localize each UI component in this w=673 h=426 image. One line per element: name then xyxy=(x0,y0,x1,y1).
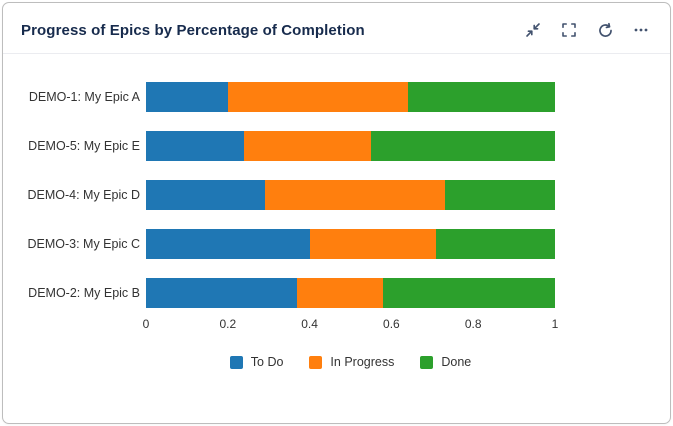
x-tick-label: 0.6 xyxy=(383,317,400,331)
legend-item-to-do[interactable]: To Do xyxy=(229,355,284,369)
page-title: Progress of Epics by Percentage of Compl… xyxy=(21,21,365,39)
bar-category-label: DEMO-2: My Epic B xyxy=(28,286,140,300)
bar-segment-to-do[interactable] xyxy=(146,180,265,210)
bar-segment-done[interactable] xyxy=(407,82,555,112)
x-tick-label: 0.4 xyxy=(301,317,318,331)
collapse-button[interactable] xyxy=(522,19,544,41)
legend: To Do In Progress Done xyxy=(146,355,555,369)
fullscreen-icon xyxy=(561,22,577,38)
x-tick-label: 0 xyxy=(142,317,150,331)
refresh-icon xyxy=(597,22,614,39)
legend-item-done[interactable]: Done xyxy=(420,355,471,369)
bar-segment-done[interactable] xyxy=(436,229,555,259)
stacked-bar-chart: DEMO-1: My Epic A DEMO-5: My Epic E DEMO-4… xyxy=(3,54,670,369)
bar-row: DEMO-2: My Epic B xyxy=(6,278,555,308)
bar-category-label: DEMO-4: My Epic D xyxy=(27,188,140,202)
legend-item-in-progress[interactable]: In Progress xyxy=(309,355,394,369)
bar-segment-in-progress[interactable] xyxy=(309,229,437,259)
bar-segment-done[interactable] xyxy=(444,180,555,210)
bar-row: DEMO-3: My Epic C xyxy=(6,229,555,259)
bar-category-label: DEMO-1: My Epic A xyxy=(28,90,140,104)
x-tick-label: 0.8 xyxy=(464,317,482,331)
bar-segment-done[interactable] xyxy=(383,278,555,308)
bar-segment-to-do[interactable] xyxy=(146,278,298,308)
bar-segment-in-progress[interactable] xyxy=(227,82,408,112)
plot-rows: DEMO-1: My Epic A DEMO-5: My Epic E DEMO-4… xyxy=(6,82,555,308)
refresh-button[interactable] xyxy=(594,19,616,41)
bar-row: DEMO-4: My Epic D xyxy=(6,180,555,210)
bar-segment-in-progress[interactable] xyxy=(244,131,371,161)
legend-label: To Do xyxy=(250,355,284,369)
bar-segment-done[interactable] xyxy=(370,131,555,161)
x-tick-label: 0.2 xyxy=(219,317,237,331)
bar-track xyxy=(146,131,555,161)
more-button[interactable] xyxy=(630,19,652,41)
bar-track xyxy=(146,180,555,210)
bar-category-label: DEMO-5: My Epic E xyxy=(28,139,140,153)
bar-segment-to-do[interactable] xyxy=(146,229,310,259)
collapse-icon xyxy=(525,22,541,38)
ellipsis-icon xyxy=(633,22,649,38)
x-tick-label: 1 xyxy=(551,317,559,331)
legend-swatch xyxy=(229,355,243,369)
gadget-header: Progress of Epics by Percentage of Compl… xyxy=(3,3,670,54)
bar-segment-in-progress[interactable] xyxy=(264,180,445,210)
bar-row: DEMO-5: My Epic E xyxy=(6,131,555,161)
bar-row: DEMO-1: My Epic A xyxy=(6,82,555,112)
bar-track xyxy=(146,82,555,112)
bar-category-label: DEMO-3: My Epic C xyxy=(27,237,140,251)
header-actions xyxy=(522,19,652,41)
bar-track xyxy=(146,278,555,308)
fullscreen-button[interactable] xyxy=(558,19,580,41)
legend-label: In Progress xyxy=(330,355,395,369)
bar-segment-in-progress[interactable] xyxy=(297,278,384,308)
legend-swatch xyxy=(309,355,323,369)
legend-swatch xyxy=(420,355,434,369)
x-axis: 0 0.2 0.4 0.6 0.8 1 xyxy=(142,317,559,333)
bar-track xyxy=(146,229,555,259)
bar-segment-to-do[interactable] xyxy=(146,82,228,112)
bar-segment-to-do[interactable] xyxy=(146,131,245,161)
legend-label: Done xyxy=(441,355,472,369)
